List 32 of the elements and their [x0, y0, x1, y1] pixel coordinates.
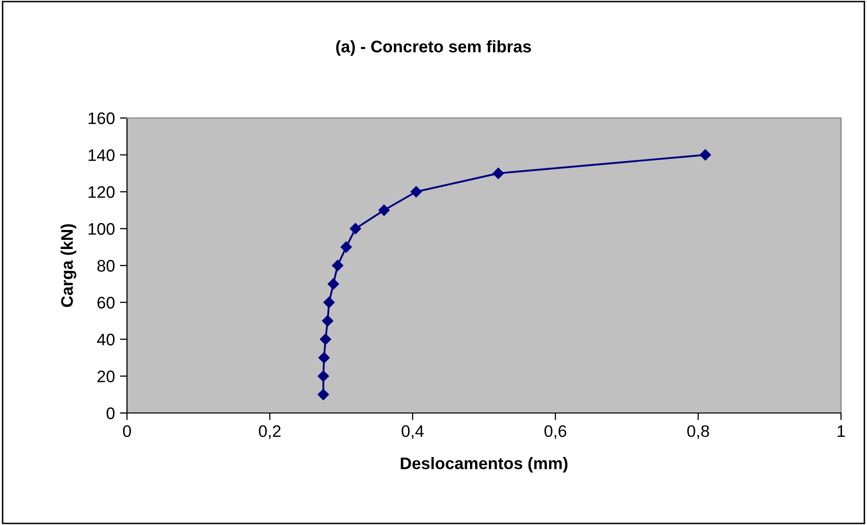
point [350, 223, 362, 234]
point [700, 149, 711, 160]
x-tick-label: 0,8 [687, 425, 710, 440]
y-tick-label: 100 [88, 223, 115, 235]
point [318, 370, 329, 382]
x-tick-label: 0 [123, 425, 131, 438]
point [340, 241, 352, 253]
y-tick-label: 20 [97, 370, 115, 382]
point [328, 278, 339, 290]
point [318, 388, 329, 400]
point [410, 186, 422, 198]
x-tick-label: 0,6 [544, 425, 566, 440]
x-axis-title: Deslocamentos (mm) [400, 457, 568, 473]
x-tick-label: 0,2 [258, 425, 281, 440]
point [492, 168, 504, 179]
point [320, 334, 332, 345]
y-tick-label: 0 [106, 407, 115, 420]
point [318, 352, 330, 364]
point [332, 260, 344, 272]
x-tick-label: 1 [838, 425, 845, 437]
y-axis-title: Carga (kN) [60, 224, 76, 307]
point [378, 204, 390, 216]
x-tick-label: 0,4 [402, 425, 424, 440]
point [323, 296, 335, 308]
point [322, 315, 334, 326]
chart-title: (a) - Concreto sem fibras [336, 40, 531, 56]
y-tick-label: 80 [97, 260, 115, 272]
y-tick-label: 40 [97, 334, 115, 346]
y-tick-label: 140 [88, 149, 115, 162]
y-tick-label: 60 [98, 296, 115, 309]
y-tick-label: 160 [88, 112, 115, 124]
y-tick-label: 120 [88, 186, 115, 198]
